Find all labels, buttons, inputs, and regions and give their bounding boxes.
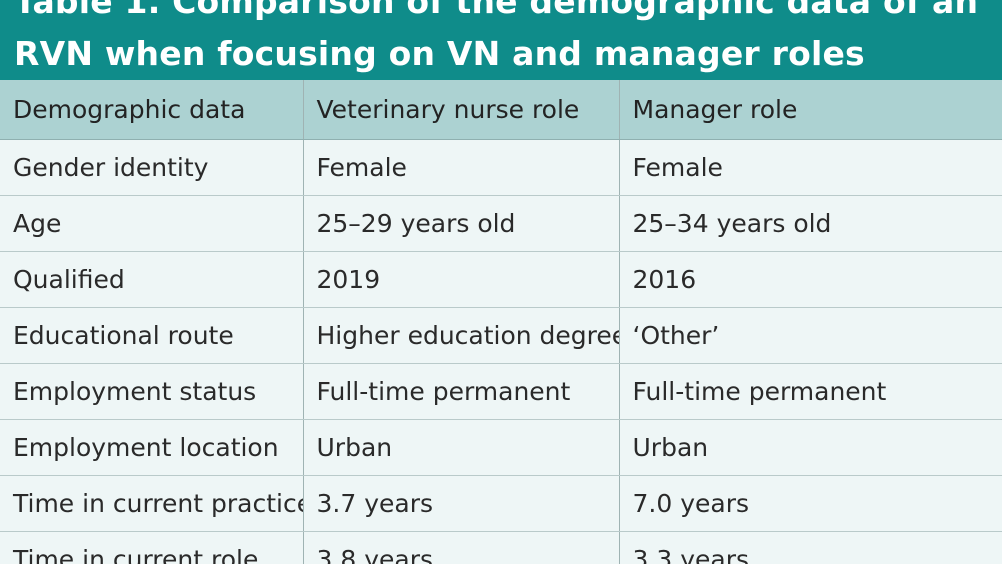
- row-label: Employment location: [0, 419, 304, 476]
- table-row: Age 25–29 years old 25–34 years old: [0, 195, 1002, 252]
- manager-value: 25–34 years old: [619, 195, 1002, 252]
- row-label: Gender identity: [0, 139, 304, 196]
- demographic-table: Demographic data Veterinary nurse role M…: [0, 80, 1002, 564]
- manager-value: Urban: [619, 419, 1002, 476]
- row-label: Employment status: [0, 363, 304, 420]
- header-veterinary-nurse-role: Veterinary nurse role: [303, 80, 620, 140]
- row-label: Qualified: [0, 251, 304, 308]
- row-label: Educational route: [0, 307, 304, 364]
- vn-value: 25–29 years old: [303, 195, 620, 252]
- manager-value: 3.3 years: [619, 531, 1002, 564]
- vn-value: 3.8 years: [303, 531, 620, 564]
- header-manager-role: Manager role: [619, 80, 1002, 140]
- table-row: Gender identity Female Female: [0, 139, 1002, 196]
- row-label: Time in current role: [0, 531, 304, 564]
- table-row: Educational route Higher education degre…: [0, 307, 1002, 364]
- table-row: Employment status Full-time permanent Fu…: [0, 363, 1002, 420]
- table-row: Time in current practice 3.7 years 7.0 y…: [0, 475, 1002, 532]
- vn-value: 3.7 years: [303, 475, 620, 532]
- table-row: Time in current role 3.8 years 3.3 years: [0, 531, 1002, 564]
- header-demographic-data: Demographic data: [0, 80, 304, 140]
- table-title-line-1: Table 1. Comparison of the demographic d…: [14, 0, 979, 21]
- table-title-line-2: RVN when focusing on VN and manager role…: [14, 34, 865, 73]
- vn-value: Female: [303, 139, 620, 196]
- manager-value: Full-time permanent: [619, 363, 1002, 420]
- manager-value: 2016: [619, 251, 1002, 308]
- row-label: Time in current practice: [0, 475, 304, 532]
- manager-value: 7.0 years: [619, 475, 1002, 532]
- vn-value: Full-time permanent: [303, 363, 620, 420]
- table-row: Employment location Urban Urban: [0, 419, 1002, 476]
- table-header-row: Demographic data Veterinary nurse role M…: [0, 80, 1002, 140]
- vn-value: Higher education degree: [303, 307, 620, 364]
- manager-value: Female: [619, 139, 1002, 196]
- row-label: Age: [0, 195, 304, 252]
- table-row: Qualified 2019 2016: [0, 251, 1002, 308]
- vn-value: 2019: [303, 251, 620, 308]
- manager-value: ‘Other’: [619, 307, 1002, 364]
- table-title-band: Table 1. Comparison of the demographic d…: [0, 0, 1002, 80]
- vn-value: Urban: [303, 419, 620, 476]
